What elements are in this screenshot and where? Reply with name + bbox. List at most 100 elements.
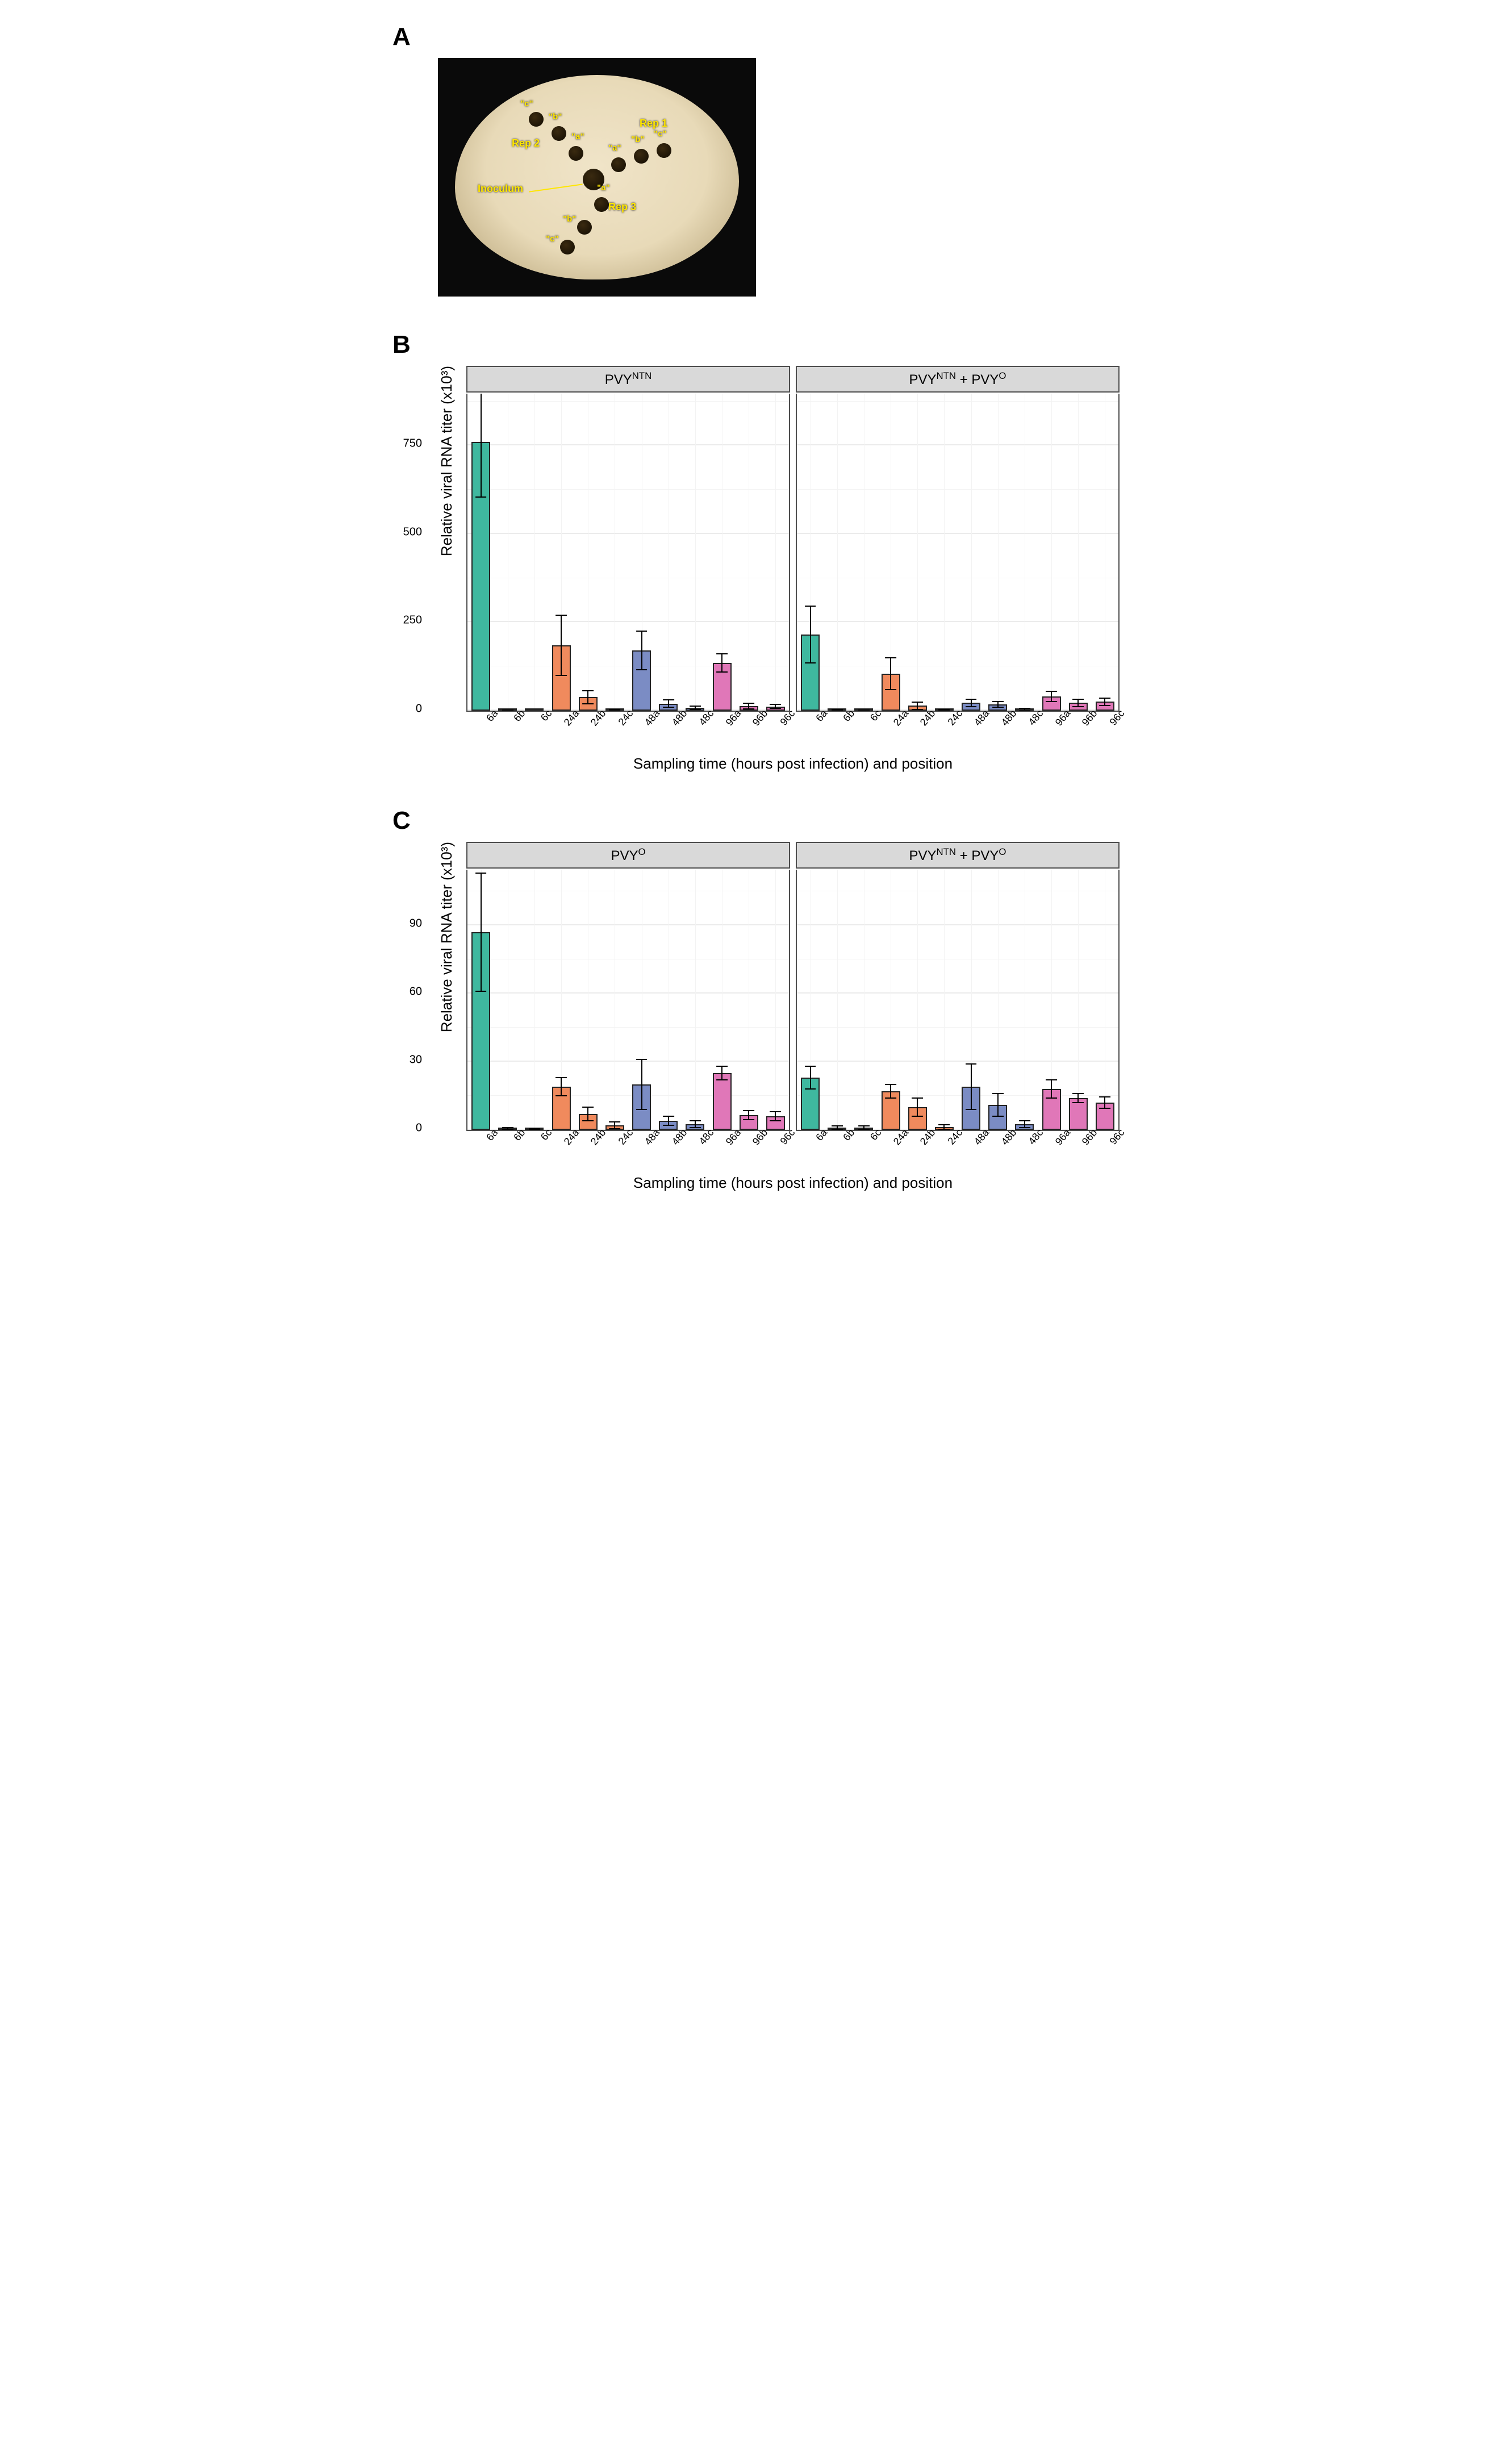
gridline-h — [797, 924, 1118, 925]
gridline-h — [467, 992, 789, 994]
errorbar-cap — [1100, 1096, 1111, 1097]
errorbar-line — [890, 1084, 891, 1098]
hole-rep1-b — [634, 149, 649, 164]
errorbar-cap — [832, 1125, 843, 1126]
facet: PVYO — [466, 842, 790, 1131]
xtick-label: 24c — [609, 708, 636, 736]
errorbar-line — [890, 658, 891, 690]
label-rep3: Rep 3 — [608, 201, 636, 213]
hole-rep3-b — [577, 220, 592, 235]
label-r3a: "a" — [597, 183, 610, 193]
facet-strip: PVYNTN + PVYO — [796, 842, 1120, 869]
panel-c-facets: PVYOPVYNTN + PVYO — [466, 842, 1120, 1131]
errorbar-cap — [992, 701, 1004, 702]
plot-area — [796, 870, 1120, 1131]
errorbar-cap — [1046, 701, 1057, 702]
errorbar-cap — [529, 1129, 540, 1130]
errorbar-cap — [858, 1125, 870, 1126]
errorbar-cap — [885, 1097, 896, 1099]
hole-rep2-c — [529, 112, 544, 127]
xtick-label: 96a — [1046, 708, 1073, 736]
gridline-h-minor — [797, 401, 1118, 402]
panel-c: C 0306090 Relative viral RNA titer (x10³… — [392, 807, 1120, 1192]
errorbar-line — [748, 1111, 749, 1120]
errorbar-cap — [690, 1120, 701, 1121]
errorbar-cap — [1100, 698, 1111, 699]
gridline-h-minor — [467, 1027, 789, 1028]
errorbar-cap — [609, 1128, 621, 1129]
errorbar-line — [481, 873, 482, 991]
errorbar-cap — [636, 669, 648, 670]
label-r1b: "b" — [631, 135, 644, 144]
gridline-h — [467, 533, 789, 534]
errorbar-cap — [663, 1125, 674, 1126]
panel-b-xlab: Sampling time (hours post infection) and… — [466, 755, 1120, 773]
errorbar-cap — [770, 1111, 782, 1112]
label-rep2: Rep 2 — [512, 137, 540, 149]
gridline-v-minor — [998, 394, 999, 711]
errorbar-cap — [1072, 706, 1084, 707]
errorbar-cap — [770, 708, 782, 709]
xtick-label: 6a — [474, 1127, 501, 1155]
xtick-label: 6b — [830, 708, 857, 736]
gridline-h-minor — [467, 1095, 789, 1096]
errorbar-cap — [885, 1084, 896, 1085]
xaxis-labels: 6a6b6c24a24b24c48a48b48c96a96b96c — [796, 1131, 1120, 1143]
errorbar-cap — [966, 1109, 977, 1110]
gridline-v-minor — [944, 870, 945, 1130]
xtick-label: 48c — [690, 1127, 717, 1155]
errorbar-line — [641, 631, 642, 670]
errorbar-cap — [1046, 1097, 1057, 1099]
panel-b-plots: PVYNTNPVYNTN + PVYO 6a6b6c24a24b24c48a48… — [466, 366, 1120, 773]
panel-c-xlab: Sampling time (hours post infection) and… — [466, 1174, 1120, 1192]
gridline-v-minor — [971, 394, 972, 711]
gridline-h-minor — [797, 1027, 1118, 1028]
xtick-label: 48c — [690, 708, 717, 736]
xtick-label: 6c — [528, 708, 555, 736]
plot-area — [466, 394, 790, 712]
xtick-label: 6b — [501, 1127, 528, 1155]
hole-rep3-c — [560, 240, 575, 254]
gridline-v-minor — [1051, 394, 1052, 711]
errorbar-line — [668, 1116, 669, 1125]
errorbar-cap — [939, 710, 950, 711]
errorbar-cap — [663, 699, 674, 700]
xtick-label: 96c — [771, 1127, 797, 1155]
errorbar-cap — [992, 707, 1004, 708]
panel-a: A Rep 1 Rep 2 Rep 3 Inoculum "a" — [392, 23, 1120, 297]
xtick-label: 24a — [884, 708, 911, 736]
errorbar-cap — [716, 1079, 728, 1080]
errorbar-cap — [502, 1127, 513, 1128]
errorbar-cap — [1046, 691, 1057, 692]
gridline-v-minor — [775, 870, 776, 1130]
panel-c-yticks: 0306090 — [392, 842, 427, 1128]
errorbar-line — [917, 1098, 918, 1116]
errorbar-cap — [966, 699, 977, 700]
gridline-h — [797, 533, 1118, 534]
errorbar-cap — [690, 1127, 701, 1128]
errorbar-cap — [690, 706, 701, 707]
hole-rep2-a — [569, 146, 583, 161]
xtick-label: 48a — [966, 1127, 992, 1155]
errorbar-cap — [912, 1116, 923, 1117]
panel-c-label: C — [392, 807, 1120, 835]
errorbar-cap — [1100, 1108, 1111, 1109]
panel-b-ylab-wrap: Relative viral RNA titer (x10³) — [427, 366, 466, 556]
errorbar-line — [587, 1107, 588, 1121]
errorbar-cap — [832, 710, 843, 711]
errorbar-cap — [555, 1095, 567, 1096]
hole-rep1-c — [657, 143, 671, 158]
xtick-label: 96b — [744, 708, 771, 736]
xtick-label: 24b — [912, 708, 938, 736]
panel-b-chart: 0250500750 Relative viral RNA titer (x10… — [392, 366, 1120, 773]
ytick-label: 500 — [403, 525, 427, 539]
errorbar-cap — [770, 704, 782, 705]
panel-b: B 0250500750 Relative viral RNA titer (x… — [392, 331, 1120, 773]
gridline-v-minor — [917, 394, 918, 711]
errorbar-line — [775, 1112, 776, 1121]
errorbar-cap — [555, 615, 567, 616]
errorbar-cap — [716, 1066, 728, 1067]
errorbar-cap — [966, 706, 977, 707]
xtick-label: 6a — [804, 708, 830, 736]
errorbar-cap — [582, 1107, 594, 1108]
